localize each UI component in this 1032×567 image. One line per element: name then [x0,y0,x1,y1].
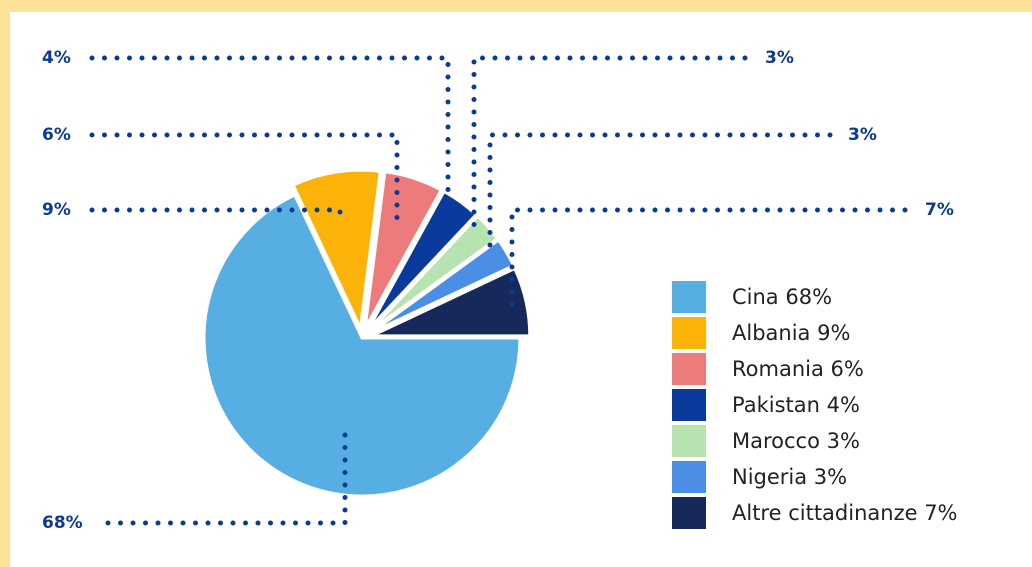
legend-label: Altre cittadinanze 7% [732,501,958,525]
pie-slice [366,189,479,331]
data-label: 7% [925,200,954,220]
legend-swatch [672,389,706,421]
leader-lines [89,55,908,526]
legend-swatch [672,353,706,385]
legend-label: Marocco 3% [732,429,860,453]
pie-slice [363,170,444,330]
legend-swatch [672,317,706,349]
legend-swatch [672,425,706,457]
data-label: 4% [42,48,71,68]
pie-slice [368,214,500,333]
data-label: 68% [42,513,83,533]
leader [105,427,348,526]
legend-swatch [672,497,706,529]
data-label: 9% [42,200,71,220]
legend-label: Albania 9% [732,321,850,345]
legend-label: Pakistan 4% [732,393,860,417]
pie-slice [202,193,522,498]
data-label: 6% [42,125,71,145]
leader [89,207,343,225]
frame-top [0,0,1032,12]
data-label: 3% [765,48,794,68]
legend-label: Nigeria 3% [732,465,847,489]
legend-label: Cina 68% [732,285,832,309]
legend-swatch [672,461,706,493]
legend-label: Romania 6% [732,357,864,381]
leader [509,207,908,308]
leader [471,55,748,235]
leader [89,132,400,221]
legend-swatch [672,281,706,313]
pie-slice [371,266,532,338]
leader [487,132,833,253]
leader [89,55,451,203]
frame-left [0,0,10,567]
data-label: 3% [848,125,877,145]
